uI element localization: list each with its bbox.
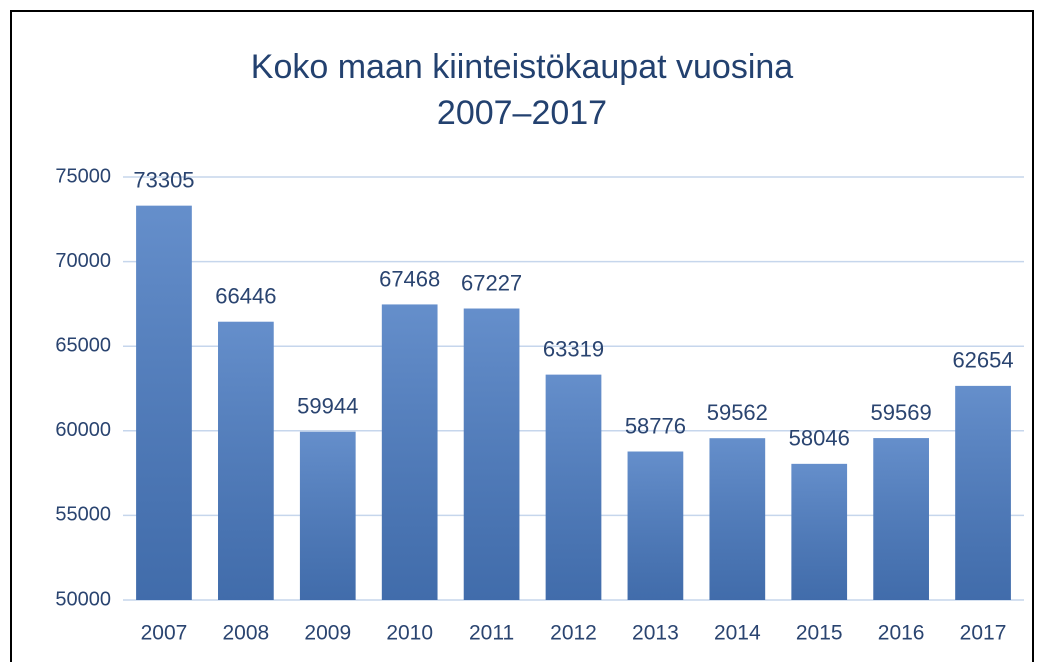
bar-shade <box>627 451 684 600</box>
bar-shade <box>955 385 1011 600</box>
bar-shade <box>545 374 602 600</box>
y-tick-label: 70000 <box>55 250 111 272</box>
data-label: 63319 <box>543 336 604 361</box>
y-tick-label: 75000 <box>55 165 111 187</box>
x-tick-label: 2007 <box>141 622 188 645</box>
bar-shade <box>299 431 356 600</box>
y-tick-label: 55000 <box>55 504 111 526</box>
chart-title: Koko maan kiinteistökaupat vuosina 2007–… <box>250 48 794 132</box>
data-label: 73305 <box>133 167 194 192</box>
x-tick-label: 2014 <box>714 622 761 645</box>
data-label: 59944 <box>297 394 358 419</box>
x-tick-label: 2013 <box>632 622 679 645</box>
y-tick-label: 65000 <box>55 334 111 356</box>
bar-shade <box>873 438 929 600</box>
bar-shade <box>381 304 438 600</box>
bar-shade <box>218 321 274 600</box>
data-label: 58046 <box>789 426 850 451</box>
x-tick-label: 2017 <box>960 622 1007 645</box>
x-tick-label: 2012 <box>550 622 597 645</box>
x-tick-label: 2015 <box>796 622 843 645</box>
data-label: 67468 <box>379 266 440 291</box>
y-tick-label: 60000 <box>55 419 111 441</box>
x-tick-label: 2008 <box>223 622 270 645</box>
x-tick-label: 2011 <box>469 622 514 645</box>
data-label: 58776 <box>625 413 686 438</box>
bar-shade <box>136 205 192 601</box>
bar-shade <box>709 438 766 600</box>
x-tick-label: 2010 <box>386 622 433 645</box>
data-label: 59562 <box>707 400 768 425</box>
frame <box>10 10 1034 662</box>
bar-shade <box>791 463 848 600</box>
data-label: 67227 <box>461 270 522 295</box>
y-tick-label: 50000 <box>55 588 111 610</box>
data-label: 66446 <box>215 284 276 309</box>
bar-shade <box>463 308 520 600</box>
data-label: 59569 <box>871 400 932 425</box>
data-label: 62654 <box>952 348 1013 373</box>
x-tick-label: 2016 <box>878 622 925 645</box>
x-tick-label: 2009 <box>304 622 351 645</box>
